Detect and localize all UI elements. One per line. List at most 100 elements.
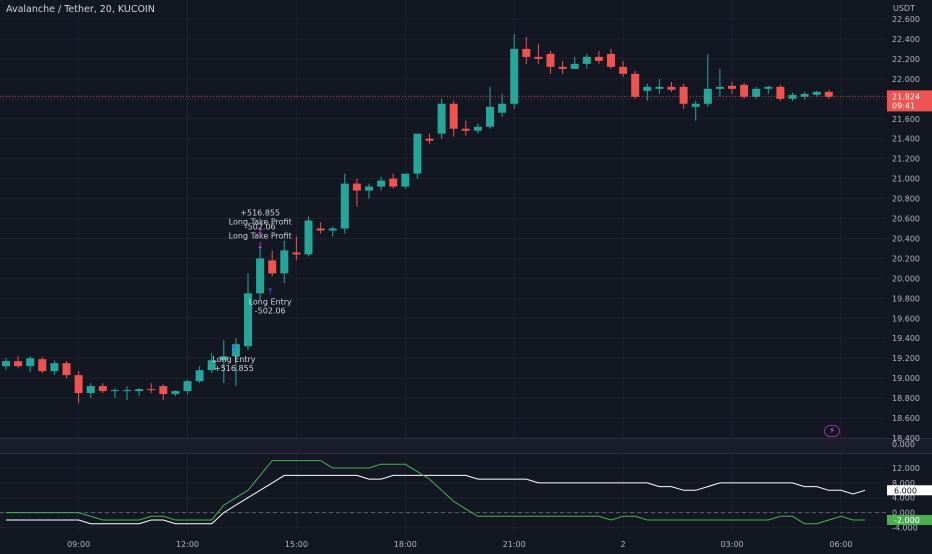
candle-body[interactable] bbox=[776, 86, 785, 99]
exit-profit-label: +516.855 bbox=[240, 208, 280, 217]
candle-body[interactable] bbox=[135, 389, 144, 392]
time-axis[interactable]: 09:00 12:00 15:00 18:00 21:00 2 03:00 06:00 bbox=[67, 540, 852, 549]
candle-body[interactable] bbox=[377, 180, 386, 187]
candle-body[interactable] bbox=[594, 56, 603, 61]
entry-label: Long Entry bbox=[212, 355, 255, 364]
candle-body[interactable] bbox=[437, 103, 446, 134]
candle-body[interactable] bbox=[728, 85, 736, 89]
candle-body[interactable] bbox=[740, 84, 749, 97]
osc-tick-label: 0.000 bbox=[892, 509, 915, 518]
candle-body[interactable] bbox=[522, 48, 531, 57]
candle-body[interactable] bbox=[715, 86, 724, 89]
price-tick-label: 20.000 bbox=[892, 274, 920, 283]
pane-divider[interactable] bbox=[0, 438, 932, 454]
candle-body[interactable] bbox=[340, 183, 349, 229]
exit-arrow-icon: ↓ bbox=[256, 241, 264, 251]
candle-body[interactable] bbox=[26, 358, 35, 367]
candle-body[interactable] bbox=[486, 106, 494, 127]
price-tick-label: 19.400 bbox=[892, 334, 920, 343]
candle-body[interactable] bbox=[98, 386, 107, 392]
candle-body[interactable] bbox=[316, 228, 325, 231]
last-price-badge bbox=[887, 90, 932, 112]
candle-body[interactable] bbox=[38, 359, 47, 372]
candle-body[interactable] bbox=[558, 66, 567, 69]
candle-body[interactable] bbox=[244, 293, 252, 347]
candle-body[interactable] bbox=[534, 56, 543, 59]
candle-body[interactable] bbox=[607, 53, 615, 67]
price-tick-label: 22.000 bbox=[892, 75, 920, 84]
entry-arrow-icon: ↑ bbox=[230, 345, 238, 355]
candle-body[interactable] bbox=[86, 386, 95, 394]
last-price-label: 21.824 bbox=[892, 92, 920, 101]
candle-body[interactable] bbox=[389, 178, 398, 187]
exit-label: Long Take Profit bbox=[229, 217, 292, 226]
candle-body[interactable] bbox=[147, 389, 156, 391]
candle-body[interactable] bbox=[123, 390, 131, 392]
price-tick-label: 22.600 bbox=[892, 15, 920, 24]
candle-body[interactable] bbox=[510, 48, 519, 104]
candle-body[interactable] bbox=[582, 56, 591, 64]
candle-body[interactable] bbox=[691, 103, 700, 107]
candle-body[interactable] bbox=[207, 360, 216, 371]
candle-body[interactable] bbox=[812, 91, 821, 95]
candle-body[interactable] bbox=[631, 73, 640, 97]
candle-body[interactable] bbox=[256, 258, 265, 294]
candle-body[interactable] bbox=[824, 91, 833, 97]
osc-series-line[interactable] bbox=[6, 474, 866, 525]
candle-body[interactable] bbox=[800, 93, 809, 97]
price-tick-label: 21.200 bbox=[892, 155, 920, 164]
candle-body[interactable] bbox=[449, 103, 458, 129]
exit-arrow-icon: ↓ bbox=[256, 227, 264, 237]
candle-body[interactable] bbox=[643, 86, 652, 91]
price-tick-label: 20.200 bbox=[892, 254, 920, 263]
price-tick-label: 18.800 bbox=[892, 394, 920, 403]
candle-body[interactable] bbox=[352, 183, 361, 191]
price-tick-label: 22.200 bbox=[892, 55, 920, 64]
candle-body[interactable] bbox=[752, 88, 761, 97]
candle-body[interactable] bbox=[304, 220, 313, 255]
price-axis[interactable]: 18.400 18.600 18.800 19.000 19.200 19.400 19.6… bbox=[887, 15, 932, 532]
candle-body[interactable] bbox=[365, 186, 373, 191]
candle-body[interactable] bbox=[50, 363, 59, 372]
candle-body[interactable] bbox=[328, 228, 337, 231]
candle-body[interactable] bbox=[183, 381, 192, 392]
candle-body[interactable] bbox=[268, 260, 277, 274]
osc-last-value-badge bbox=[887, 485, 932, 496]
candle-body[interactable] bbox=[655, 86, 664, 89]
candle-body[interactable] bbox=[195, 370, 204, 382]
candle-body[interactable] bbox=[280, 250, 289, 274]
entry-profit-label: -502.06 bbox=[255, 306, 286, 315]
candle-body[interactable] bbox=[62, 363, 71, 376]
candle-body[interactable] bbox=[159, 386, 168, 395]
pane-separator bbox=[0, 438, 932, 454]
candle-body[interactable] bbox=[679, 86, 688, 104]
candle-body[interactable] bbox=[401, 173, 410, 187]
candle-body[interactable] bbox=[703, 88, 712, 104]
osc-series-line[interactable] bbox=[6, 460, 866, 525]
price-tick-label: 22.400 bbox=[892, 35, 920, 44]
candle-body[interactable] bbox=[764, 86, 773, 89]
candle-body[interactable] bbox=[14, 361, 23, 367]
candle-body[interactable] bbox=[546, 53, 555, 67]
candle-body[interactable] bbox=[292, 252, 301, 255]
candle-body[interactable] bbox=[2, 361, 10, 367]
osc-last-value-badge bbox=[887, 515, 932, 525]
candle-body[interactable] bbox=[110, 390, 119, 392]
candle-body[interactable] bbox=[425, 138, 434, 141]
lightning-bolt-icon[interactable]: ⚡ bbox=[824, 425, 840, 437]
candle-body[interactable] bbox=[231, 344, 240, 357]
candle-body[interactable] bbox=[498, 103, 507, 113]
candle-body[interactable] bbox=[473, 126, 482, 131]
candle-body[interactable] bbox=[667, 86, 676, 90]
candle-body[interactable] bbox=[74, 375, 83, 394]
candle-body[interactable] bbox=[413, 133, 422, 174]
price-tick-label: 18.400 bbox=[892, 434, 920, 443]
candle-body[interactable] bbox=[219, 356, 228, 361]
candle-body[interactable] bbox=[171, 391, 180, 395]
candle-body[interactable] bbox=[461, 128, 470, 131]
candle-body[interactable] bbox=[619, 66, 628, 74]
candle-body[interactable] bbox=[570, 63, 579, 69]
time-tick-label: 21:00 bbox=[503, 540, 526, 549]
